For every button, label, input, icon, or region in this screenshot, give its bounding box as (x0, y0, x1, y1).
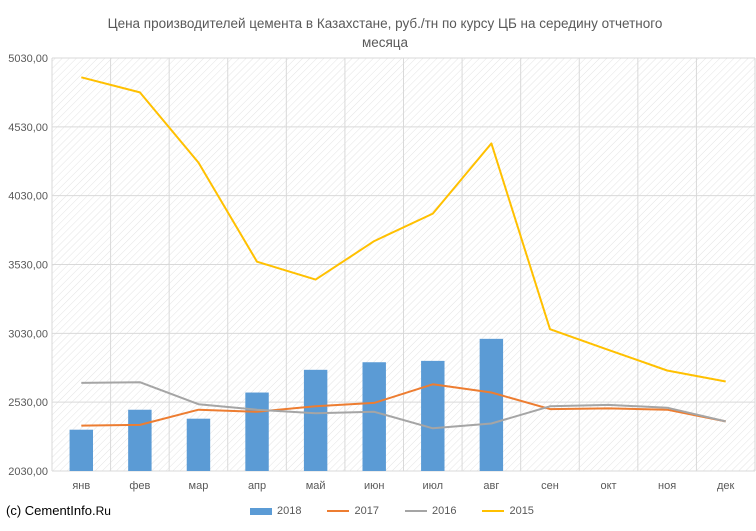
chart-title-line-2: месяца (361, 35, 409, 50)
x-tick-label: мар (189, 480, 209, 492)
y-tick-label: 3030,00 (8, 328, 48, 340)
x-tick-label: май (306, 480, 326, 492)
legend-label-2018: 2018 (277, 505, 302, 517)
x-tick-label: авг (483, 480, 499, 492)
bar-2018 (362, 362, 386, 471)
bar-2018 (479, 338, 504, 471)
y-tick-label: 2530,00 (8, 397, 48, 409)
footer-prefix: (c) CementInfo. (6, 503, 96, 518)
legend: 2018 2017 2016 2015 (250, 505, 534, 517)
x-tick-label: июл (423, 480, 444, 492)
y-tick-label: 3530,00 (8, 260, 48, 272)
x-tick-label: окт (600, 480, 616, 492)
legend-item-2018: 2018 (250, 505, 301, 517)
legend-swatch-2015 (482, 510, 505, 512)
x-tick-label: июн (364, 480, 384, 492)
legend-item-2017: 2017 (327, 505, 379, 517)
bar-2018 (186, 418, 211, 471)
bar-2018 (303, 369, 328, 471)
x-tick-label: апр (248, 480, 266, 492)
y-tick-label: 4530,00 (8, 122, 48, 134)
line-series-2016 (81, 381, 726, 430)
legend-label-2015: 2015 (509, 505, 534, 517)
line-series-2017 (81, 383, 726, 427)
y-tick-label: 4030,00 (8, 191, 48, 203)
x-tick-label: сен (541, 480, 559, 492)
legend-label-2016: 2016 (431, 505, 457, 517)
footer-suffix: Ru (95, 504, 111, 518)
y-tick-label: 5030,00 (8, 53, 48, 65)
y-tick-label: 2030,00 (8, 466, 48, 478)
line-series-2015 (81, 76, 726, 383)
legend-swatch-2018 (250, 507, 272, 515)
bar-2018 (69, 429, 94, 471)
legend-item-2015: 2015 (482, 505, 534, 517)
x-tick-label: ноя (658, 480, 676, 492)
bar-2018 (421, 360, 445, 471)
chart-title: Цена производителей цемента в Казахстане… (60, 14, 710, 52)
legend-swatch-2016 (404, 510, 427, 512)
legend-label-2017: 2017 (354, 505, 379, 517)
copyright-footer: (c) CementInfo.Ru (6, 503, 111, 518)
x-tick-label: фев (129, 480, 150, 492)
x-tick-label: янв (72, 480, 90, 492)
chart-title-line-1: Цена производителей цемента в Казахстане… (107, 16, 663, 31)
x-tick-label: дек (717, 480, 735, 492)
bar-2018 (245, 392, 269, 471)
bar-2018 (128, 409, 152, 471)
legend-swatch-2017 (327, 510, 350, 512)
legend-item-2016: 2016 (404, 505, 457, 517)
